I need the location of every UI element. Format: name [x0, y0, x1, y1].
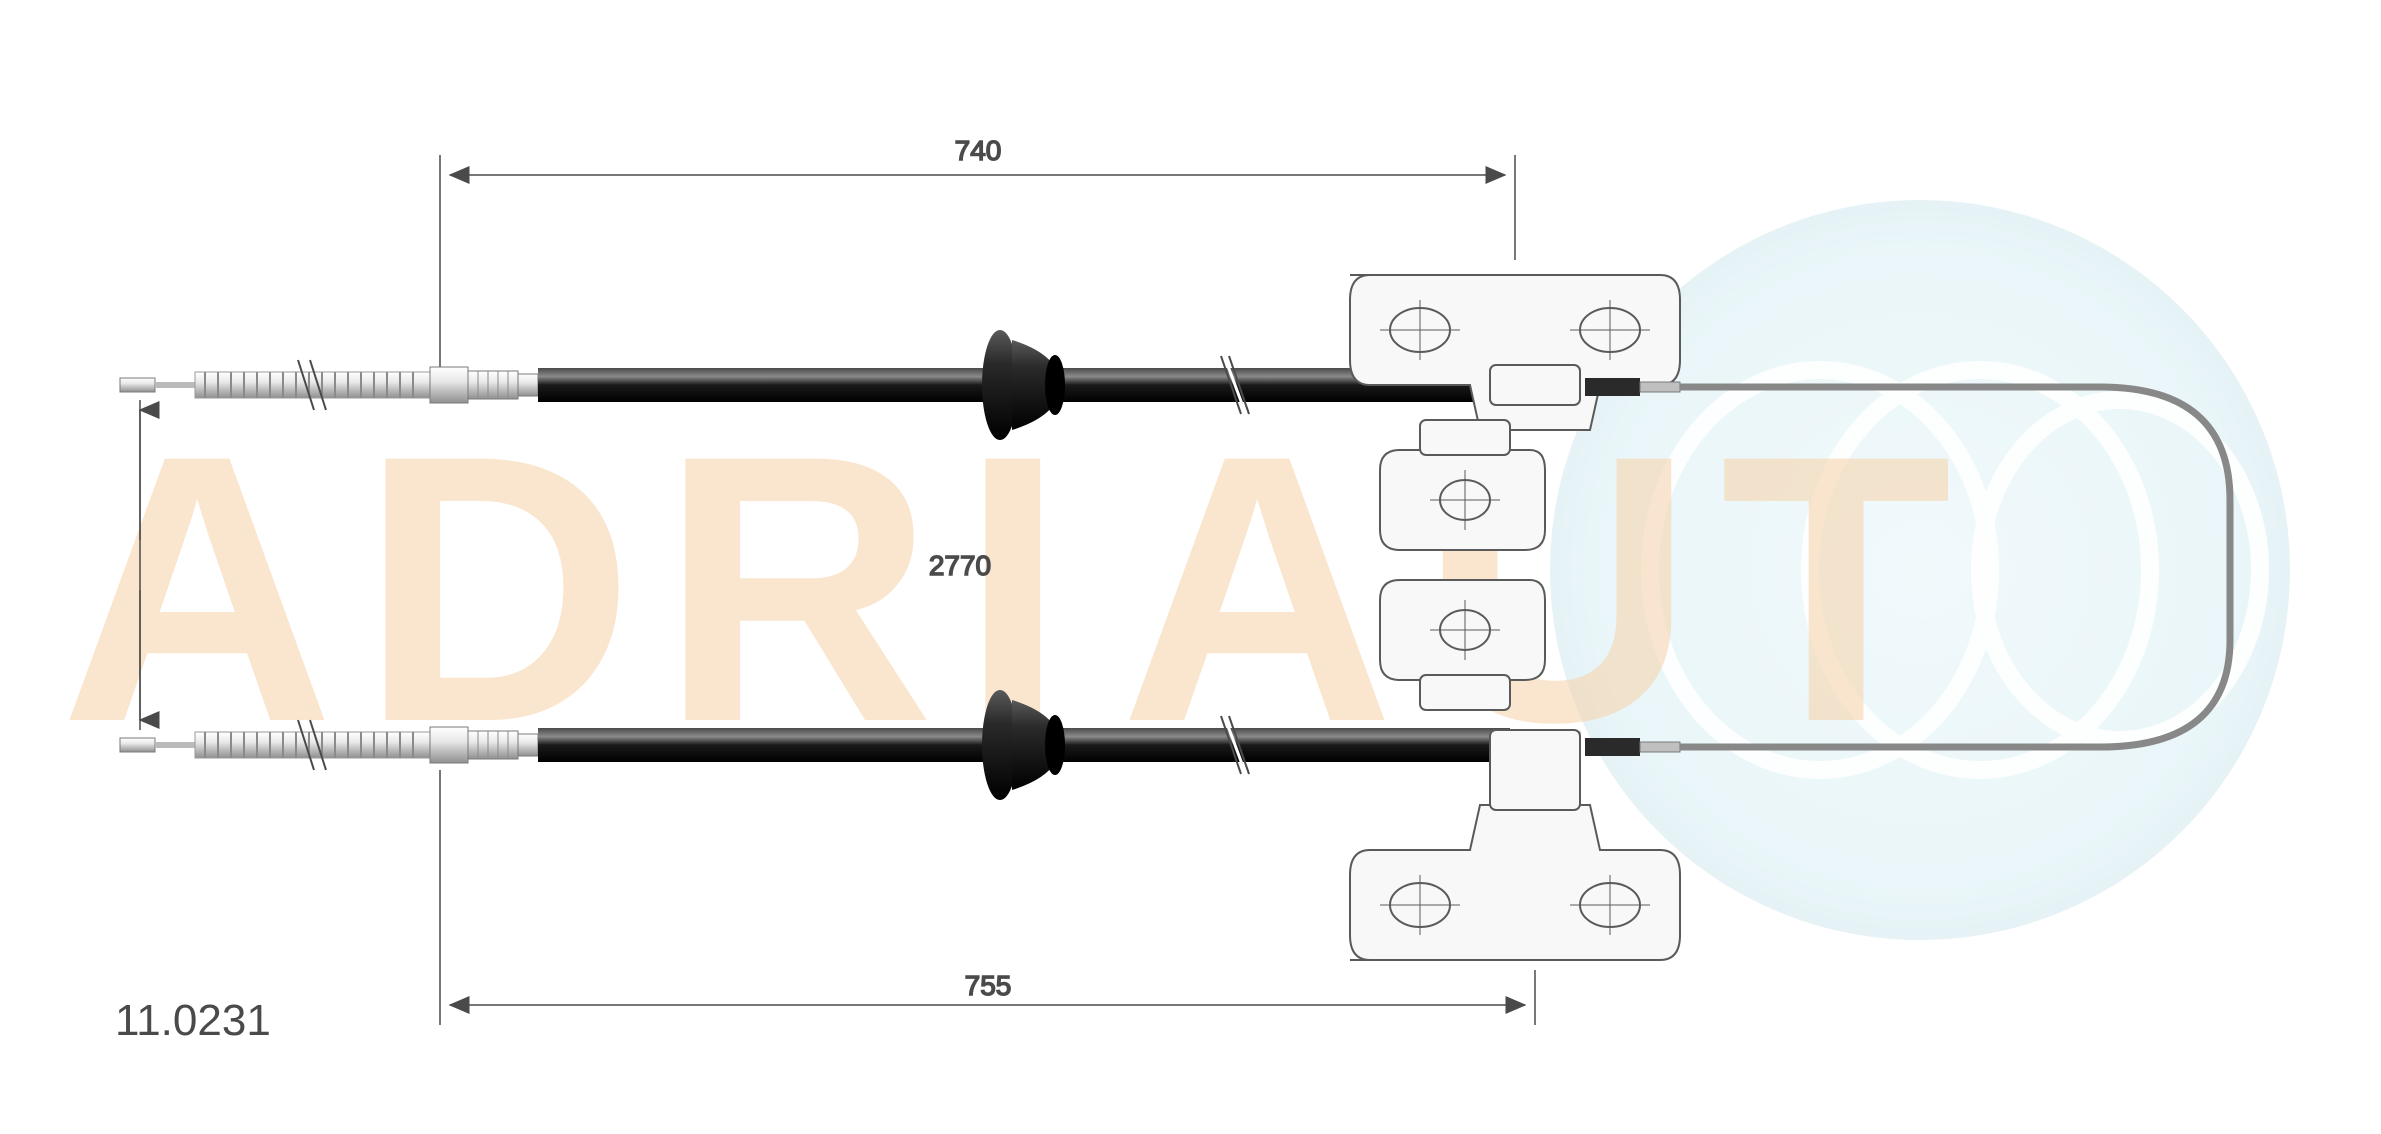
dimension-bottom-value: 755 [965, 970, 1012, 1001]
dimension-overall-value: 2770 [929, 550, 991, 581]
part-number: 11.0231 [115, 996, 271, 1045]
technical-drawing: A D R I A U T 740 [0, 0, 2381, 1134]
cable-assembly-bottom [120, 690, 1680, 960]
cable-stop-top [1585, 378, 1640, 396]
svg-text:T: T [1720, 376, 1952, 801]
dimension-top-value: 740 [955, 135, 1002, 166]
cable-stop-bottom [1585, 738, 1640, 756]
